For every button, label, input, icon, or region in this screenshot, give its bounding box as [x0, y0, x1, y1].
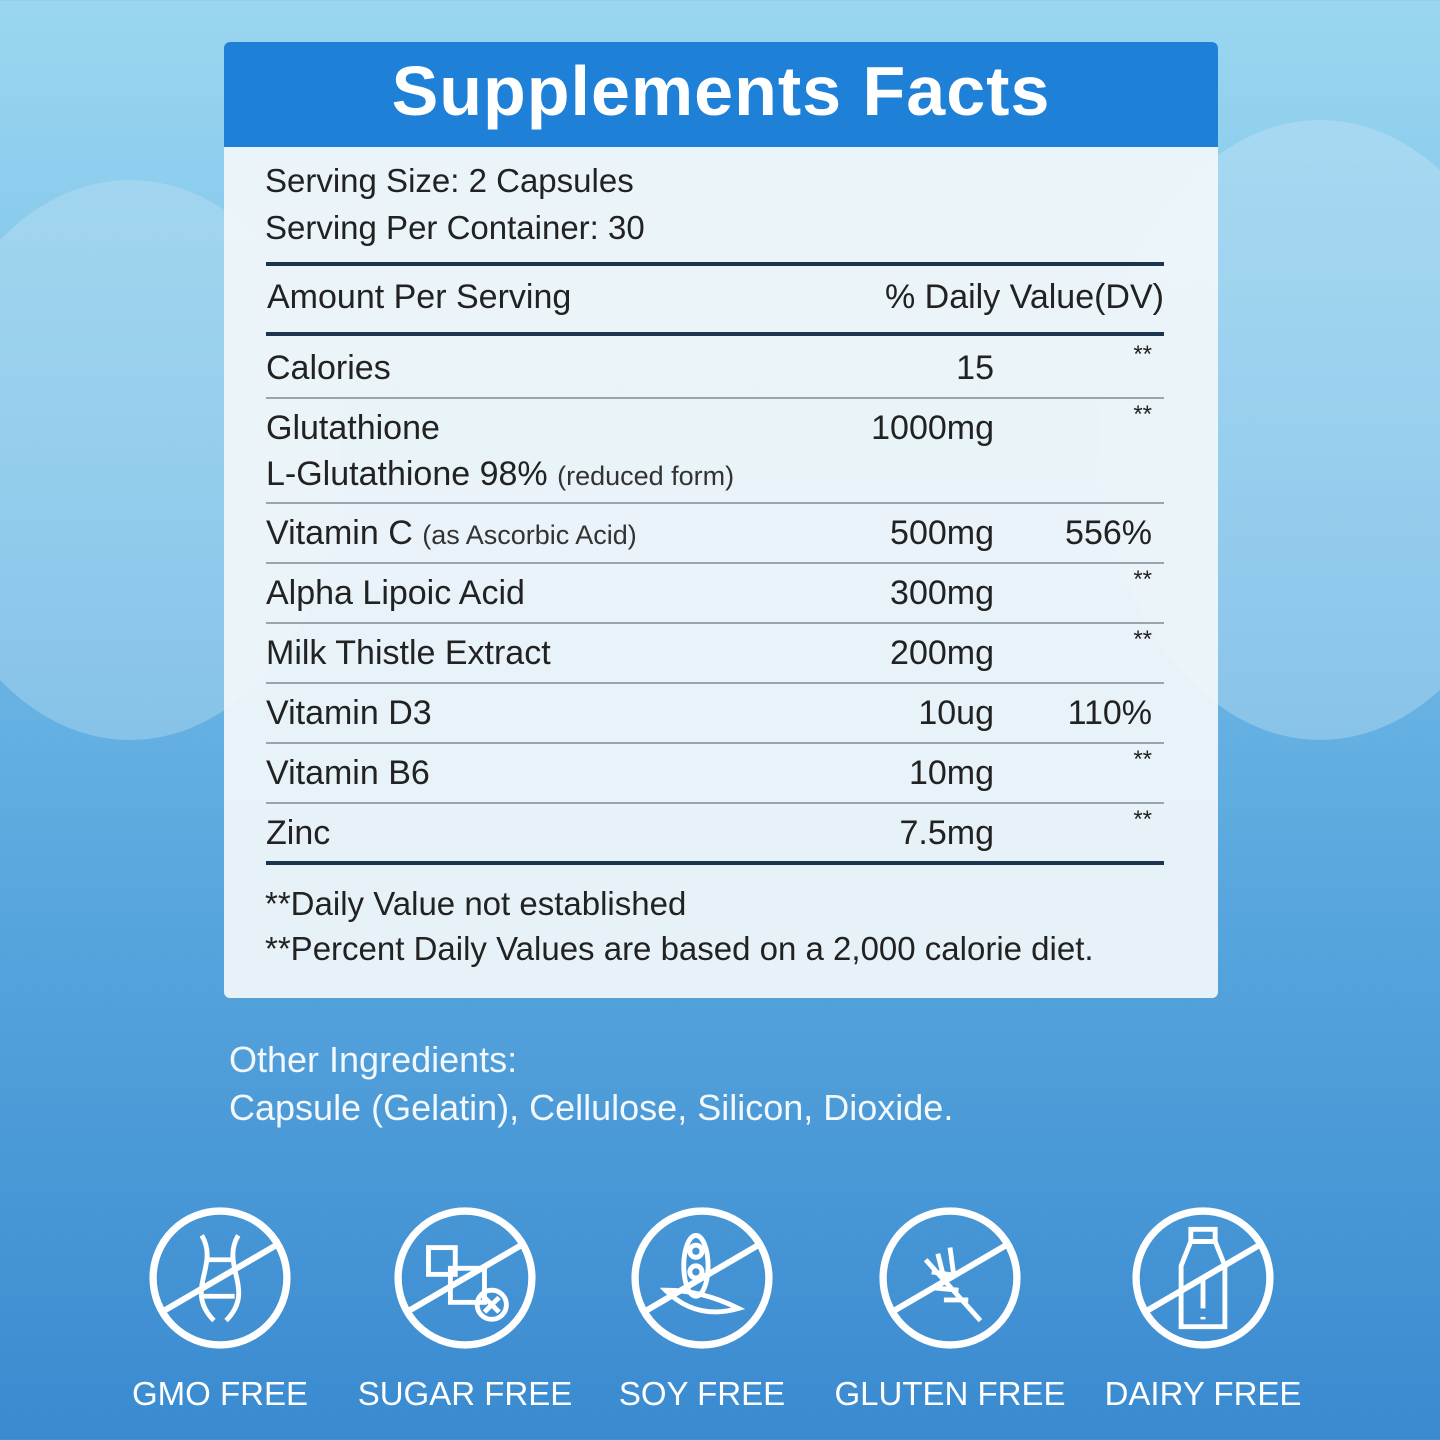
- nutrient-name: Calories: [266, 349, 391, 387]
- other-ingredients-label: Other Ingredients:: [229, 1039, 518, 1080]
- nutrient-daily-value: **: [1133, 566, 1152, 593]
- nutrient-name: Milk Thistle Extract: [266, 634, 551, 672]
- free-from-badge: DAIRY FREE: [1083, 1205, 1323, 1413]
- nutrient-sub-note: (reduced form): [557, 461, 735, 491]
- divider: [266, 397, 1164, 399]
- wheat-icon: [879, 1207, 1021, 1349]
- footnote: **Daily Value not established: [265, 885, 687, 922]
- nutrient-amount: 1000mg: [871, 409, 994, 447]
- daily-value-header: % Daily Value(DV): [884, 278, 1164, 316]
- nutrient-name: Glutathione: [266, 409, 440, 447]
- free-from-badge: SOY FREE: [582, 1205, 822, 1413]
- dna-icon: [149, 1207, 291, 1349]
- divider: [266, 622, 1164, 624]
- serving-size: Serving Size: 2 Capsules: [265, 162, 634, 199]
- badge-label: GLUTEN FREE: [834, 1375, 1066, 1412]
- divider: [266, 861, 1164, 865]
- free-from-badge: SUGAR FREE: [345, 1205, 585, 1413]
- amount-per-serving-header: Amount Per Serving: [267, 278, 572, 316]
- other-ingredients: Other Ingredients: Capsule (Gelatin), Ce…: [229, 1036, 953, 1132]
- nutrient-name: Vitamin C (as Ascorbic Acid): [266, 514, 637, 552]
- divider: [266, 742, 1164, 744]
- nutrient-name: Vitamin D3: [266, 694, 432, 732]
- supplement-facts-panel: Supplements Facts Serving Size: 2 Capsul…: [224, 42, 1218, 998]
- nutrient-daily-value: **: [1133, 626, 1152, 653]
- free-from-badge: GMO FREE: [100, 1205, 340, 1413]
- badge-label: SOY FREE: [618, 1375, 786, 1412]
- badge-label: GMO FREE: [131, 1375, 308, 1412]
- other-ingredients-text: Capsule (Gelatin), Cellulose, Silicon, D…: [229, 1087, 954, 1128]
- nutrient-daily-value: 110%: [1067, 694, 1152, 732]
- nutrient-name: Zinc: [266, 814, 331, 852]
- panel-title: Supplements Facts: [224, 42, 1218, 147]
- nutrient-daily-value: **: [1133, 746, 1152, 773]
- nutrient-daily-value: **: [1133, 341, 1152, 368]
- nutrient-amount: 10ug: [918, 694, 994, 732]
- nutrient-name: Vitamin B6: [266, 754, 430, 792]
- sugar-cube-icon: [394, 1207, 536, 1349]
- badge-label: DAIRY FREE: [1104, 1375, 1302, 1412]
- nutrient-name: Alpha Lipoic Acid: [266, 574, 525, 612]
- nutrient-amount: 10mg: [908, 754, 994, 792]
- nutrient-amount: 7.5mg: [899, 814, 995, 852]
- nutrient-daily-value: **: [1133, 401, 1152, 428]
- soybean-icon: [631, 1207, 773, 1349]
- free-from-badge: GLUTEN FREE: [830, 1205, 1070, 1413]
- nutrient-daily-value: **: [1133, 806, 1152, 833]
- divider: [266, 332, 1164, 336]
- divider: [266, 502, 1164, 504]
- divider: [266, 262, 1164, 266]
- divider: [266, 682, 1164, 684]
- milk-bottle-icon: [1132, 1207, 1274, 1349]
- servings-per-container: Serving Per Container: 30: [265, 209, 645, 246]
- badge-label: SUGAR FREE: [357, 1375, 573, 1412]
- nutrient-note: (as Ascorbic Acid): [422, 520, 637, 550]
- nutrient-amount: 200mg: [890, 634, 994, 672]
- nutrient-daily-value: 556%: [1065, 514, 1152, 552]
- nutrient-amount: 15: [956, 349, 994, 387]
- nutrient-amount: 300mg: [890, 574, 994, 612]
- divider: [266, 562, 1164, 564]
- nutrient-subname: L-Glutathione 98% (reduced form): [266, 455, 735, 493]
- nutrient-amount: 500mg: [890, 514, 994, 552]
- divider: [266, 802, 1164, 804]
- footnote: **Percent Daily Values are based on a 2,…: [265, 930, 1094, 967]
